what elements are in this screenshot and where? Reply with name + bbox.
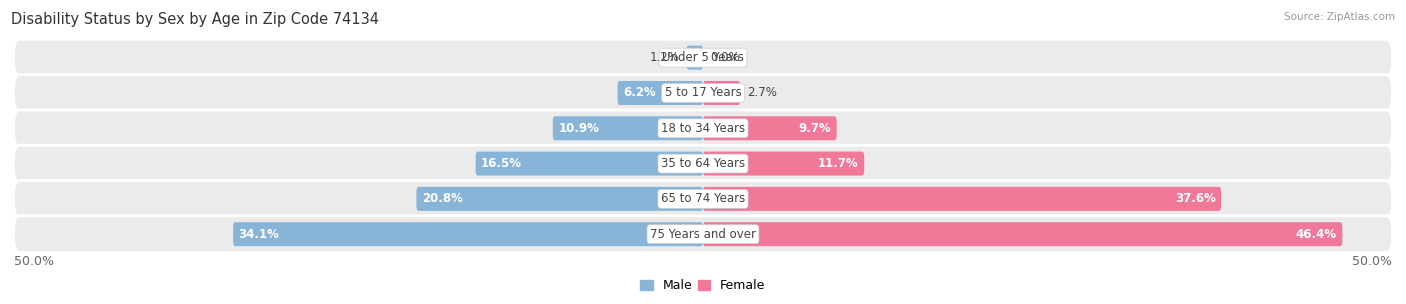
FancyBboxPatch shape: [703, 116, 837, 140]
FancyBboxPatch shape: [14, 110, 1392, 147]
FancyBboxPatch shape: [703, 152, 865, 176]
Text: 65 to 74 Years: 65 to 74 Years: [661, 192, 745, 206]
FancyBboxPatch shape: [14, 74, 1392, 111]
FancyBboxPatch shape: [617, 81, 703, 105]
Text: Disability Status by Sex by Age in Zip Code 74134: Disability Status by Sex by Age in Zip C…: [11, 12, 380, 27]
FancyBboxPatch shape: [416, 187, 703, 211]
Text: 5 to 17 Years: 5 to 17 Years: [665, 86, 741, 99]
FancyBboxPatch shape: [14, 145, 1392, 182]
FancyBboxPatch shape: [475, 152, 703, 176]
Text: 37.6%: 37.6%: [1174, 192, 1216, 206]
FancyBboxPatch shape: [686, 46, 703, 70]
FancyBboxPatch shape: [553, 116, 703, 140]
Text: 10.9%: 10.9%: [558, 122, 599, 135]
Text: 16.5%: 16.5%: [481, 157, 522, 170]
Text: 9.7%: 9.7%: [799, 122, 831, 135]
Text: 6.2%: 6.2%: [623, 86, 655, 99]
FancyBboxPatch shape: [703, 222, 1343, 246]
Text: 50.0%: 50.0%: [1353, 255, 1392, 268]
Text: 46.4%: 46.4%: [1296, 228, 1337, 241]
Text: Source: ZipAtlas.com: Source: ZipAtlas.com: [1284, 12, 1395, 22]
FancyBboxPatch shape: [14, 216, 1392, 253]
Text: 34.1%: 34.1%: [239, 228, 280, 241]
FancyBboxPatch shape: [14, 39, 1392, 76]
Text: 50.0%: 50.0%: [14, 255, 53, 268]
Text: Under 5 Years: Under 5 Years: [662, 51, 744, 64]
FancyBboxPatch shape: [703, 81, 740, 105]
FancyBboxPatch shape: [233, 222, 703, 246]
FancyBboxPatch shape: [703, 187, 1220, 211]
Legend: Male, Female: Male, Female: [636, 274, 770, 297]
Text: 0.0%: 0.0%: [710, 51, 740, 64]
Text: 35 to 64 Years: 35 to 64 Years: [661, 157, 745, 170]
Text: 11.7%: 11.7%: [818, 157, 859, 170]
Text: 75 Years and over: 75 Years and over: [650, 228, 756, 241]
Text: 1.2%: 1.2%: [650, 51, 679, 64]
Text: 2.7%: 2.7%: [747, 86, 778, 99]
FancyBboxPatch shape: [14, 181, 1392, 217]
Text: 20.8%: 20.8%: [422, 192, 463, 206]
Text: 18 to 34 Years: 18 to 34 Years: [661, 122, 745, 135]
